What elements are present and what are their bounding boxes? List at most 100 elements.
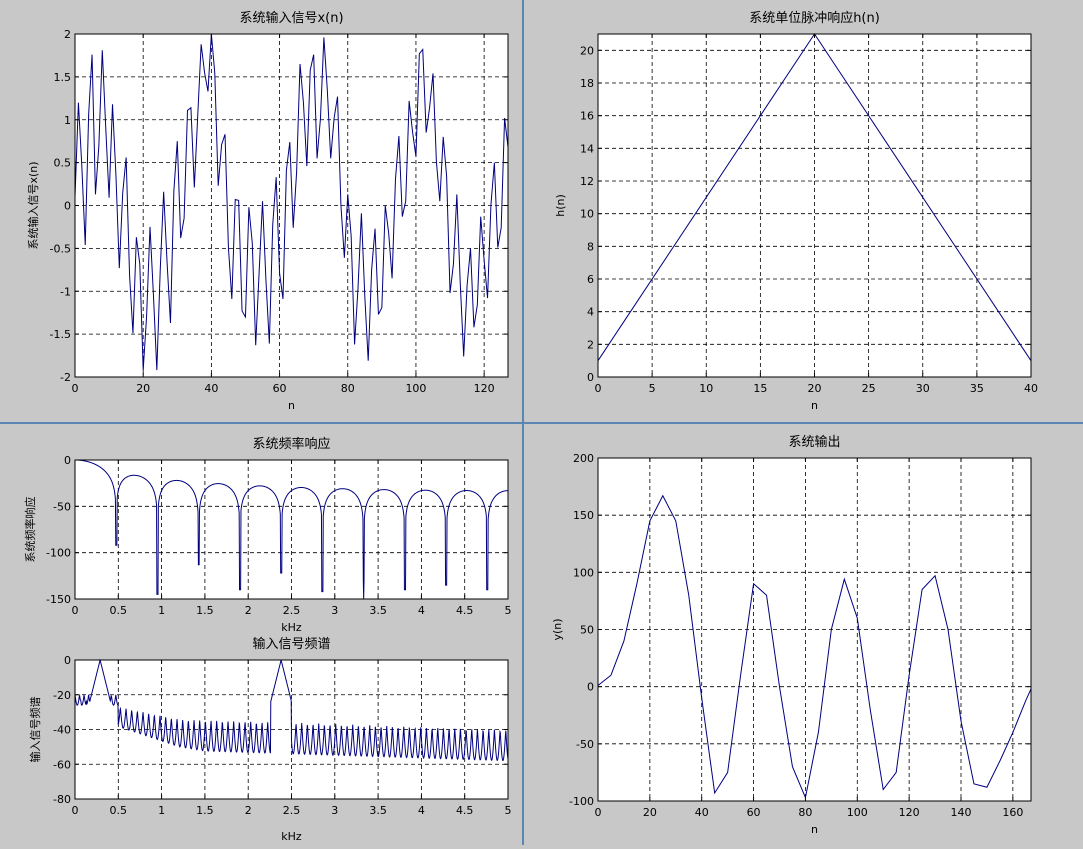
impulse-tick-label-x: 5 <box>649 382 656 395</box>
inputspec-tick-label-x: 4.5 <box>456 804 474 817</box>
impulse-xlabel: n <box>811 399 818 412</box>
freqresp-tick-label-y: -50 <box>53 500 71 513</box>
inputspec-tick-label-x: 1 <box>158 804 165 817</box>
inputspec-title: 输入信号频谱 <box>252 636 330 652</box>
output-tick-label-y: -100 <box>569 795 594 808</box>
input-tick-label-y: -0.5 <box>50 242 71 255</box>
inputspec-tick-label-y: -80 <box>53 793 71 806</box>
impulse-tick-label-x: 35 <box>970 382 984 395</box>
impulse-response-pane: 系统单位脉冲响应h(n) 0 5 10 15 20 25 30 35 40 0 2 4 6 8 10 12 14 1… <box>524 0 1083 422</box>
inputspec-tick-label-x: 5 <box>505 804 512 817</box>
input-tick-label-y: -1 <box>60 285 71 298</box>
freqresp-series-line <box>75 459 509 600</box>
output-tick-label-x: 40 <box>695 806 709 819</box>
output-xlabel: n <box>811 823 818 836</box>
output-tick-label-x: 100 <box>847 806 868 819</box>
input-tick-label-y: 1.5 <box>54 71 72 84</box>
output-tick-label-x: 20 <box>643 806 657 819</box>
input-spectrum-chart: 输入信号频谱 0 0.5 1 1.5 2 2.5 3 3.5 4 4.5 5 -80 -60 -40 -20 0… <box>28 636 512 843</box>
input-title: 系统输入信号x(n) <box>239 10 343 26</box>
freqresp-tick-label-y: -100 <box>46 547 71 560</box>
input-tick-label-y: 2 <box>64 28 71 41</box>
impulse-tick-label-y: 12 <box>580 175 594 188</box>
input-tick-label-y: 0 <box>64 200 71 213</box>
impulse-tick-label-x: 40 <box>1024 382 1038 395</box>
impulse-tick-label-y: 14 <box>580 142 594 155</box>
frequency-response-chart: 系统频率响应 0 0.5 1 1.5 2 2.5 3 3.5 4 4.5 5 -150 -100 -50 0 k… <box>23 436 512 634</box>
input-tick-label-x: 0 <box>72 382 79 395</box>
output-tick-label-y: 50 <box>580 624 594 637</box>
freqresp-tick-label-x: 5 <box>505 604 512 617</box>
inputspec-tick-label-x: 3 <box>331 804 338 817</box>
inputspec-series-line <box>74 658 509 762</box>
input-xlabel: n <box>288 399 295 412</box>
inputspec-ylabel: 输入信号频谱 <box>28 697 42 763</box>
inputspec-tick-label-y: -60 <box>53 758 71 771</box>
impulse-tick-label-y: 0 <box>587 371 594 384</box>
freqresp-tick-label-y: -150 <box>46 593 71 606</box>
output-tick-label-y: -50 <box>576 738 594 751</box>
freqresp-tick-label-x: 2.5 <box>283 604 301 617</box>
input-series-line <box>74 33 509 371</box>
impulse-tick-label-y: 6 <box>587 273 594 286</box>
output-tick-label-x: 60 <box>747 806 761 819</box>
output-tick-label-x: 160 <box>1002 806 1023 819</box>
inputspec-tick-label-x: 4 <box>418 804 425 817</box>
inputspec-tick-label-x: 1.5 <box>196 804 214 817</box>
freqresp-tick-label-x: 4 <box>418 604 425 617</box>
impulse-tick-label-x: 20 <box>808 382 822 395</box>
inputspec-tick-label-x: 2 <box>245 804 252 817</box>
freqresp-title: 系统频率响应 <box>252 436 330 452</box>
impulse-tick-label-y: 20 <box>580 44 594 57</box>
impulse-title: 系统单位脉冲响应h(n) <box>749 10 880 26</box>
input-tick-label-x: 100 <box>405 382 426 395</box>
input-tick-label-x: 60 <box>273 382 287 395</box>
input-tick-label-x: 20 <box>136 382 150 395</box>
output-title: 系统输出 <box>788 434 840 450</box>
output-tick-label-y: 150 <box>573 509 594 522</box>
impulse-tick-label-y: 8 <box>587 240 594 253</box>
impulse-tick-label-x: 30 <box>916 382 930 395</box>
impulse-tick-label-y: 18 <box>580 77 594 90</box>
freqresp-ylabel: 系统频率响应 <box>23 497 37 563</box>
input-signal-pane: 系统输入信号x(n) 0 20 40 60 80 100 120 -2 -1.5 -1 -0.5 0 0.… <box>0 0 522 422</box>
output-tick-label-y: 0 <box>587 681 594 694</box>
impulse-tick-label-x: 10 <box>699 382 713 395</box>
input-tick-label-x: 80 <box>341 382 355 395</box>
inputspec-tick-label-x: 0 <box>72 804 79 817</box>
horizontal-divider[interactable] <box>0 422 1083 424</box>
freqresp-tick-label-x: 3 <box>331 604 338 617</box>
impulse-tick-label-y: 2 <box>587 338 594 351</box>
impulse-tick-label-x: 25 <box>862 382 876 395</box>
inputspec-tick-label-x: 2.5 <box>283 804 301 817</box>
output-tick-label-x: 120 <box>899 806 920 819</box>
freqresp-tick-label-x: 1 <box>158 604 165 617</box>
input-tick-label-x: 120 <box>474 382 495 395</box>
output-tick-label-x: 80 <box>798 806 812 819</box>
output-series-line <box>597 494 1032 800</box>
output-ylabel: y(n) <box>551 618 564 640</box>
input-tick-label-x: 40 <box>204 382 218 395</box>
output-pane: 系统输出 0 20 40 60 80 100 120 140 160 -100 -50 0 50 100 15… <box>524 424 1083 845</box>
inputspec-tick-label-x: 3.5 <box>369 804 387 817</box>
freqresp-plot-area <box>75 460 508 599</box>
freqresp-tick-label-x: 4.5 <box>456 604 474 617</box>
freqresp-tick-label-x: 0 <box>72 604 79 617</box>
impulse-tick-label-y: 4 <box>587 306 594 319</box>
freqresp-tick-label-x: 0.5 <box>110 604 128 617</box>
output-signal-chart: 系统输出 0 20 40 60 80 100 120 140 160 -100 -50 0 50 100 15… <box>551 434 1032 836</box>
freqresp-tick-label-y: 0 <box>64 454 71 467</box>
inputspec-tick-label-y: -20 <box>53 689 71 702</box>
inputspec-tick-label-y: 0 <box>64 654 71 667</box>
input-tick-label-y: -1.5 <box>50 328 71 341</box>
freqresp-tick-label-x: 2 <box>245 604 252 617</box>
impulse-response-chart: 系统单位脉冲响应h(n) 0 5 10 15 20 25 30 35 40 0 2 4 6 8 10 12 14 1… <box>554 10 1038 412</box>
impulse-tick-label-y: 10 <box>580 208 594 221</box>
input-signal-chart: 系统输入信号x(n) 0 20 40 60 80 100 120 -2 -1.5 -1 -0.5 0 0.… <box>26 10 509 412</box>
input-ylabel: 系统输入信号x(n) <box>26 161 40 249</box>
output-tick-label-y: 200 <box>573 452 594 465</box>
input-tick-label-y: 1 <box>64 114 71 127</box>
output-tick-label-x: 0 <box>595 806 602 819</box>
impulse-ylabel: h(n) <box>554 194 567 217</box>
